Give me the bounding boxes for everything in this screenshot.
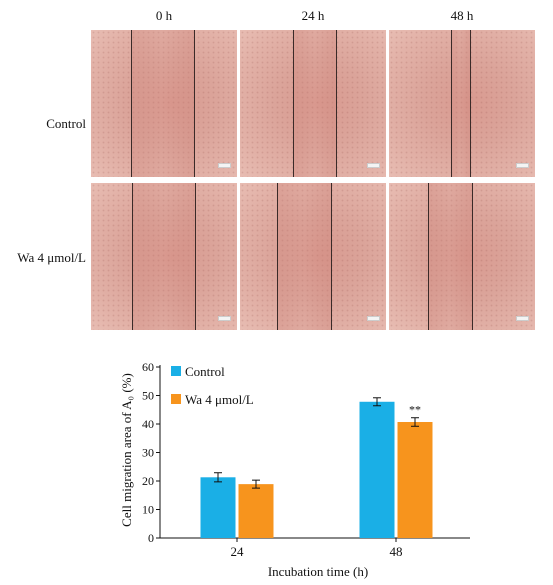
wound-edge-line [451, 30, 453, 177]
row-label-wa: Wa 4 μmol/L [17, 250, 86, 265]
micrograph-control-48h [389, 30, 535, 177]
y-tick-label: 60 [142, 360, 154, 374]
wound-edge-line [472, 183, 474, 330]
column-label-48h: 48 h [450, 8, 474, 23]
micrograph-control-0h [91, 30, 237, 177]
x-tick-label: 48 [390, 544, 403, 559]
scale-bar [218, 316, 231, 321]
bar [359, 401, 395, 538]
y-axis-label: Cell migration area of A₀ (%) [119, 373, 134, 527]
wound-edge-line [194, 30, 196, 177]
legend-swatch [171, 366, 181, 376]
y-tick-label: 50 [142, 389, 154, 403]
legend-label: Control [185, 364, 225, 379]
wound-edge-line [195, 183, 197, 330]
wound-edge-line [331, 183, 333, 330]
x-tick-label: 24 [231, 544, 245, 559]
scale-bar [516, 316, 529, 321]
wound-edge-line [131, 30, 133, 177]
wound-edge-line [470, 30, 472, 177]
wound-edge-line [293, 30, 295, 177]
chart-axes: 0 10 20 30 40 50 60 24 48 [142, 360, 470, 559]
wound-edge-line [132, 183, 134, 330]
chart-bars: ** [200, 397, 433, 538]
micrograph-wa-48h [389, 183, 535, 330]
column-label-0h: 0 h [155, 8, 173, 23]
y-tick-label: 10 [142, 503, 154, 517]
legend-label: Wa 4 μmol/L [185, 392, 254, 407]
wound-edge-line [277, 183, 279, 330]
y-tick-label: 0 [148, 531, 154, 545]
scale-bar [367, 163, 380, 168]
bar [238, 484, 274, 538]
scale-bar [516, 163, 529, 168]
significance-marker: ** [409, 403, 421, 417]
micrograph-wa-0h [91, 183, 237, 330]
scale-bar [218, 163, 231, 168]
wound-edge-line [336, 30, 338, 177]
y-tick-label: 20 [142, 474, 154, 488]
micrograph-control-24h [240, 30, 386, 177]
micrograph-wa-24h [240, 183, 386, 330]
row-label-control: Control [46, 116, 86, 131]
bar [397, 422, 433, 538]
y-tick-label: 30 [142, 446, 154, 460]
column-label-24h: 24 h [301, 8, 325, 23]
wound-edge-line [428, 183, 430, 330]
y-tick-label: 40 [142, 417, 154, 431]
x-axis-label: Incubation time (h) [268, 564, 368, 579]
bar [200, 477, 236, 538]
chart-legend: Control Wa 4 μmol/L [171, 364, 254, 407]
scale-bar [367, 316, 380, 321]
legend-swatch [171, 394, 181, 404]
